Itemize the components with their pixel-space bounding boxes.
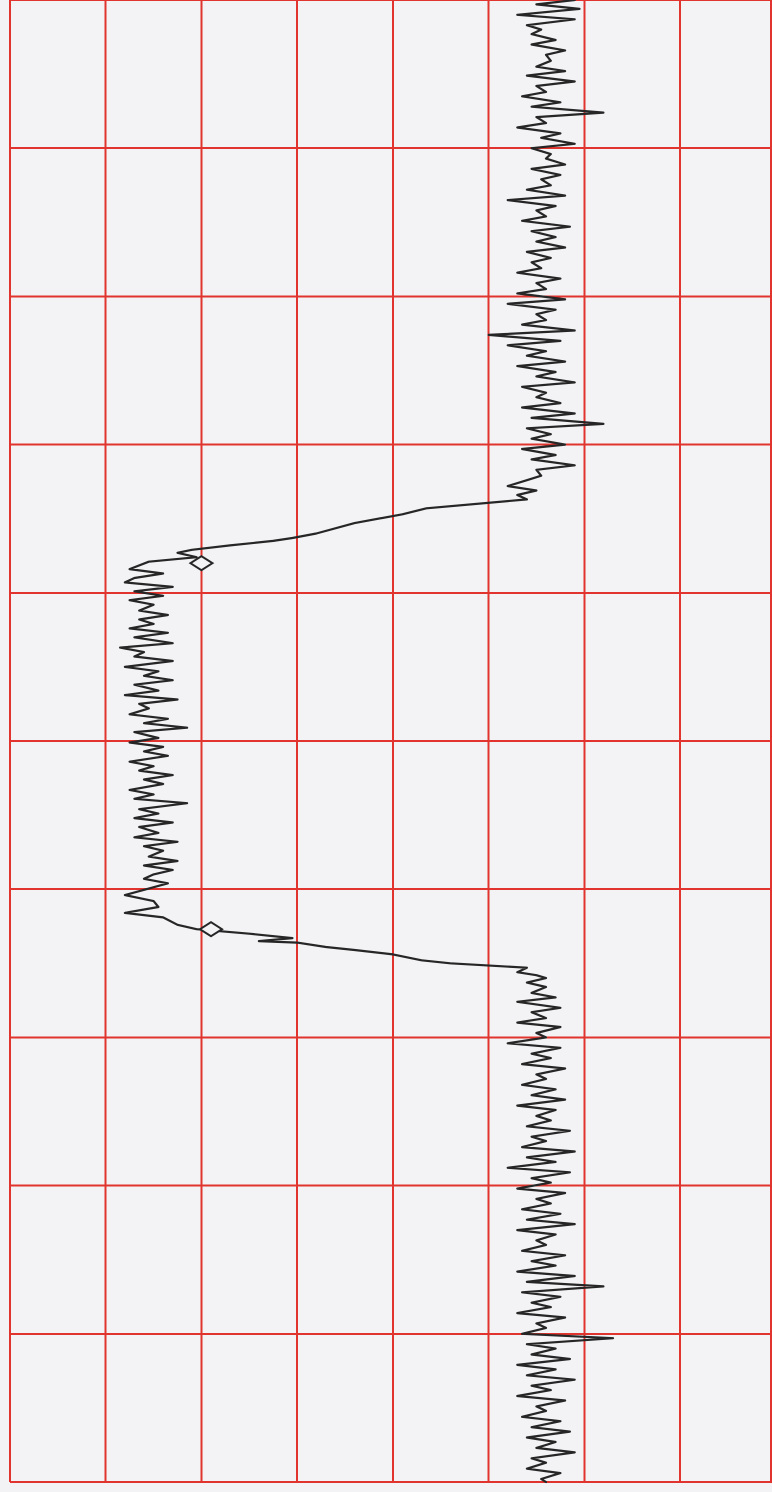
chart-grid [9, 0, 772, 1483]
diamond-marker [188, 554, 215, 572]
diamond-marker [198, 921, 224, 938]
event-markers [188, 554, 224, 938]
signal-trace [119, 0, 615, 1484]
trace-layer [119, 0, 615, 1484]
